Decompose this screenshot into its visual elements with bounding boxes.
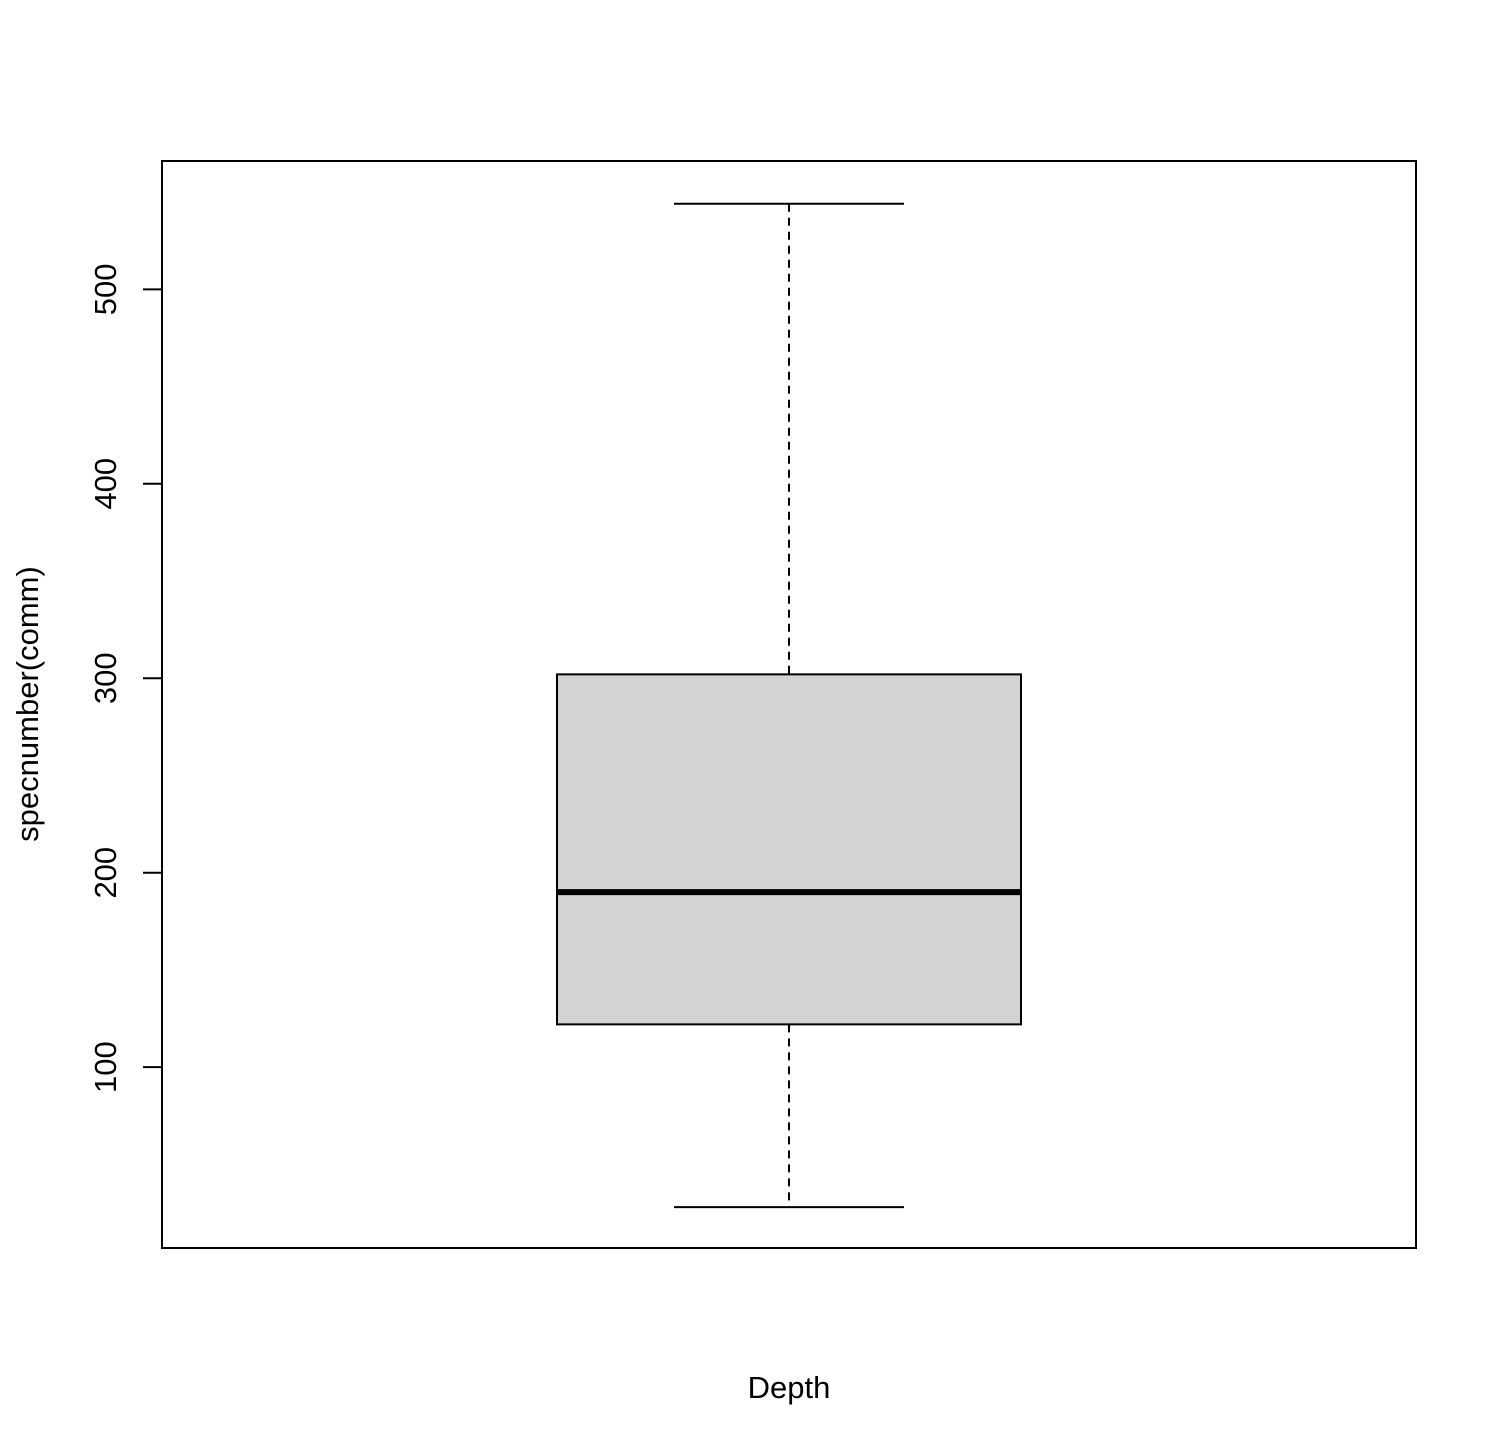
y-axis: 100 200 300 400 500: [88, 263, 163, 1093]
y-tick-label: 300: [88, 652, 123, 704]
interquartile-box: [556, 673, 1022, 1026]
y-tick-label: 200: [88, 847, 123, 899]
x-axis-label: Depth: [748, 1370, 831, 1405]
y-tick-label: 100: [88, 1041, 123, 1093]
y-axis-label: specnumber(comm): [10, 566, 45, 842]
y-tick-label: 500: [88, 263, 123, 315]
y-tick-label: 400: [88, 458, 123, 510]
box-series: [556, 202, 1022, 1209]
